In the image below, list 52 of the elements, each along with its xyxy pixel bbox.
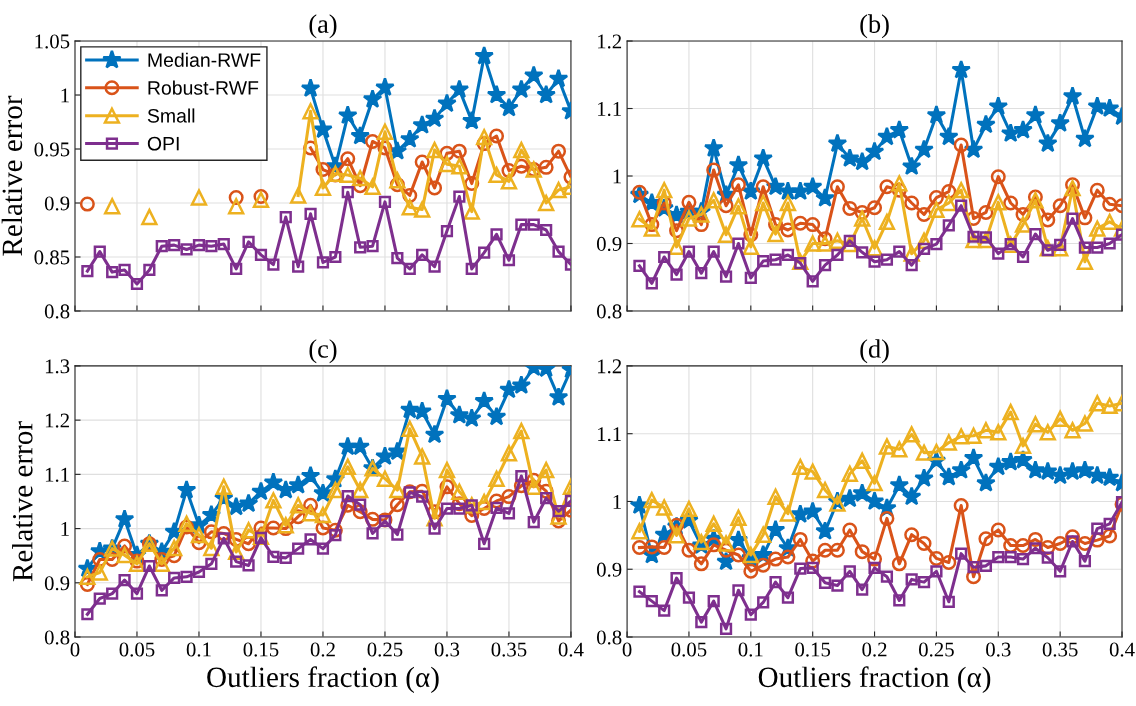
y-tick-label: 0.8 [44, 304, 70, 319]
legend-label: OPI [147, 136, 179, 151]
y-tick-label: 0.9 [44, 196, 70, 211]
y-axis-title: Relative error [1, 95, 23, 256]
y-tick-label: 0.8 [596, 304, 622, 319]
legend-label: Small [147, 108, 195, 123]
chart-title: (d) [860, 339, 889, 364]
x-tick-label: 0.2 [310, 642, 335, 657]
x-tick-label: 0.35 [1042, 642, 1078, 657]
y-tick-label: 1.1 [598, 101, 621, 117]
y-tick-label: 1 [613, 494, 621, 509]
x-axis-title: Outliers fraction (α) [758, 666, 991, 694]
chart-title: (b) [860, 14, 889, 39]
x-tick-label: 0.4 [558, 642, 584, 657]
x-tick-label: 0.1 [738, 642, 763, 657]
x-axis-title: Outliers fraction (α) [207, 666, 439, 694]
x-tick-label: 0.3 [434, 642, 460, 657]
y-tick-label: 1 [61, 522, 69, 536]
y-tick-label: 1 [61, 88, 69, 103]
y-tick-label: 1.05 [35, 34, 70, 49]
y-tick-label: 1.2 [45, 413, 69, 428]
y-tick-label: 0.95 [34, 142, 70, 157]
x-tick-label: 0.15 [795, 642, 831, 657]
x-tick-label: 0 [70, 642, 80, 657]
x-tick-label: 0.3 [986, 642, 1011, 657]
y-tick-label: 0.9 [596, 562, 622, 577]
x-tick-label: 0.05 [671, 642, 707, 657]
x-tick-label: 0.4 [1109, 642, 1135, 657]
chart-title: (a) [309, 14, 337, 39]
y-tick-label: 0.9 [596, 236, 622, 252]
y-tick-label: 0.85 [34, 250, 70, 265]
legend-label: Median-RWF [148, 52, 261, 67]
y-tick-label: 1.1 [45, 467, 69, 482]
x-tick-label: 0.15 [243, 642, 279, 657]
y-tick-label: 0.9 [44, 576, 70, 591]
y-tick-label: 1.2 [598, 34, 622, 49]
y-tick-label: 1.3 [45, 359, 70, 374]
chart-title: (c) [309, 339, 337, 364]
x-tick-label: 0 [622, 642, 632, 657]
legend-label: Robust-RWF [148, 80, 259, 95]
x-tick-label: 0.1 [186, 642, 211, 657]
y-tick-label: 0.8 [596, 630, 622, 645]
y-tick-label: 1.2 [598, 359, 622, 374]
x-tick-label: 0.25 [367, 642, 403, 657]
y-tick-label: 1.1 [598, 427, 621, 442]
x-tick-label: 0.35 [491, 642, 527, 657]
x-tick-label: 0.2 [862, 642, 887, 657]
x-tick-label: 0.25 [918, 642, 954, 657]
y-tick-label: 1 [613, 169, 621, 184]
x-tick-label: 0.05 [119, 642, 155, 657]
y-tick-label: 0.8 [44, 630, 70, 645]
y-axis-title: Relative error [12, 421, 33, 582]
